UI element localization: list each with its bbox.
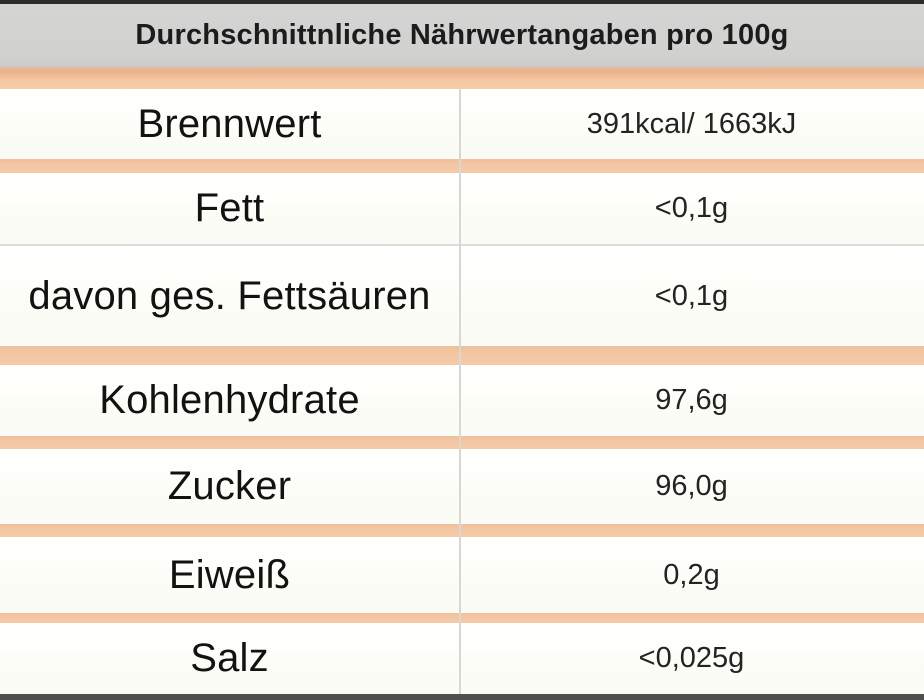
row-label: Fett: [194, 186, 265, 230]
table-row-kohlenhydrate: Kohlenhydrate 97,6g: [0, 365, 924, 436]
row-label: davon ges. Fettsäuren: [28, 273, 431, 318]
row-label: Salz: [190, 636, 269, 680]
row-label: Brennwert: [137, 101, 322, 146]
column-divider: [459, 89, 461, 694]
table-row-ges-fettsaeuren: davon ges. Fettsäuren <0,1g: [0, 246, 924, 346]
row-value: 97,6g: [655, 384, 728, 416]
top-edge-strip: [0, 0, 924, 4]
table-row-brennwert: Brennwert 391kcal/ 1663kJ: [0, 89, 924, 159]
row-label: Kohlenhydrate: [99, 378, 360, 422]
header-separator-bar: [0, 66, 924, 89]
table-row-salz: Salz <0,025g: [0, 623, 924, 694]
row-value: 96,0g: [655, 470, 728, 502]
row-value: <0,1g: [654, 192, 729, 224]
row-separator-line: [0, 244, 924, 246]
table-title: Durchschnittnliche Nährwertangaben pro 1…: [135, 18, 789, 51]
table-row-eiweiss: Eiweiß 0,2g: [0, 537, 924, 613]
row-separator-bar: [0, 436, 924, 449]
row-label: Zucker: [167, 464, 292, 508]
row-separator-bar: [0, 346, 924, 365]
row-separator-bar: [0, 613, 924, 623]
row-value: <0,1g: [654, 279, 729, 312]
bottom-edge-strip: [0, 694, 924, 700]
row-value: <0,025g: [638, 642, 745, 674]
row-value: 0,2g: [663, 558, 720, 591]
row-value: 391kcal/ 1663kJ: [586, 107, 797, 140]
row-separator-bar: [0, 524, 924, 537]
table-body: Brennwert 391kcal/ 1663kJ Fett <0,1g dav…: [0, 89, 924, 694]
row-separator-bar: [0, 159, 924, 173]
row-label: Eiweiß: [168, 552, 291, 597]
table-header: Durchschnittnliche Nährwertangaben pro 1…: [0, 4, 924, 66]
table-row-fett: Fett <0,1g: [0, 173, 924, 244]
table-row-zucker: Zucker 96,0g: [0, 449, 924, 524]
